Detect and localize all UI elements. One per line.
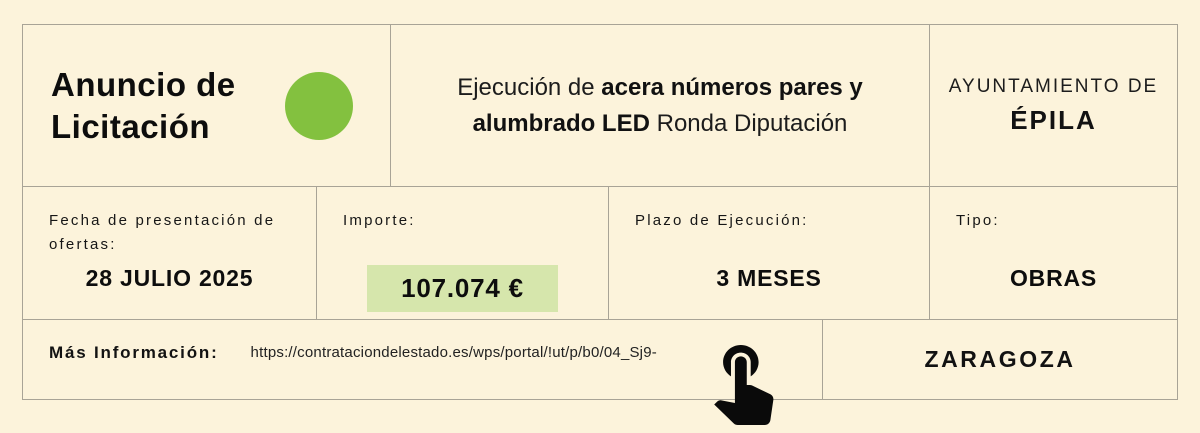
header-row: Anuncio de Licitación Ejecución de acera… [23, 25, 1177, 187]
announcement-card: Anuncio de Licitación Ejecución de acera… [22, 24, 1178, 400]
duration-value: 3 MESES [716, 265, 822, 291]
more-info-label: Más Información: [49, 342, 219, 362]
entity-name: ÉPILA [1010, 104, 1097, 135]
title-cell: Anuncio de Licitación [23, 25, 391, 186]
tap-icon [714, 345, 774, 425]
type-cell: Tipo: OBRAS [930, 187, 1177, 319]
entity-cell: AYUNTAMIENTO DE ÉPILA [930, 25, 1177, 186]
details-row: Fecha de presentación de ofertas: 28 JUL… [23, 187, 1177, 320]
project-description-prefix: Ejecución de [457, 73, 602, 101]
duration-cell: Plazo de Ejecución: 3 MESES [609, 187, 930, 319]
tender-url-link[interactable]: https://contrataciondelestado.es/wps/por… [250, 344, 657, 361]
amount-label: Importe: [343, 212, 416, 229]
type-label: Tipo: [956, 212, 1000, 229]
project-description: Ejecución de acera números pares y alumb… [423, 70, 897, 142]
deadline-value: 28 JULIO 2025 [85, 265, 254, 291]
green-circle-icon [285, 71, 353, 140]
type-value: OBRAS [1009, 265, 1098, 291]
province-label: ZARAGOZA [924, 346, 1076, 372]
amount-value: 107.074 € [367, 265, 558, 312]
deadline-cell: Fecha de presentación de ofertas: 28 JUL… [23, 187, 317, 319]
project-description-bold: acera números pares y alumbrado LED [472, 73, 863, 137]
more-info-cell: Más Información: https://contrataciondel… [23, 320, 823, 399]
entity-label: AYUNTAMIENTO DE [948, 75, 1159, 97]
footer-row: Más Información: https://contrataciondel… [23, 320, 1177, 399]
province-cell: ZARAGOZA [823, 320, 1177, 399]
project-description-cell: Ejecución de acera números pares y alumb… [391, 25, 930, 186]
page-title: Anuncio de Licitación [51, 65, 236, 145]
duration-label: Plazo de Ejecución: [635, 212, 809, 229]
amount-cell: Importe: 107.074 € [317, 187, 609, 319]
deadline-label: Fecha de presentación de ofertas: [49, 212, 276, 253]
project-description-suffix: Ronda Diputación [649, 109, 848, 137]
